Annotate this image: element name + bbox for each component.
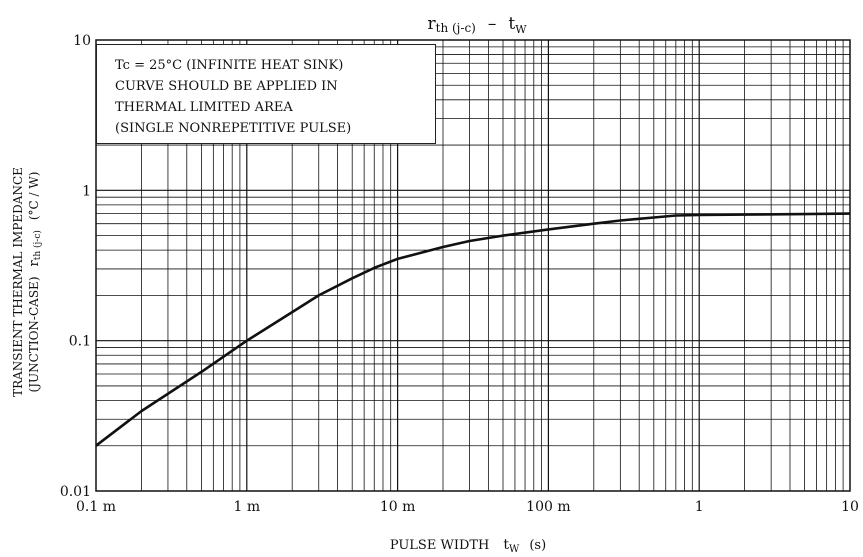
- series-line: [95, 212, 851, 447]
- annotation-line-4: (SINGLE NONREPETITIVE PULSE): [115, 121, 352, 136]
- annotation-line-1: Tc = 25°C (INFINITE HEAT SINK): [115, 58, 344, 73]
- x-axis-label: PULSE WIDTH tW (s): [390, 537, 546, 555]
- annotation-line-2: CURVE SHOULD BE APPLIED IN: [115, 79, 338, 94]
- y-label-line2-sub: th (j-c): [32, 230, 43, 260]
- title-w: W: [515, 23, 527, 36]
- y-label-line2-r: r: [27, 260, 42, 267]
- y-axis-label: TRANSIENT THERMAL IMPEDANCE (JUNCTION-CA…: [11, 167, 43, 397]
- x-tick-label: 10 m: [380, 499, 416, 515]
- x-label-w: W: [509, 544, 520, 555]
- y-tick-label: 0.01: [60, 484, 91, 500]
- title-dash: –: [488, 14, 497, 34]
- y-tick-label: 10: [73, 33, 91, 49]
- tick-labels: 0.1 m 1 m 10 m 100 m 1 10 0.01 0.1 1 10: [60, 33, 859, 515]
- y-label-line2-a: (JUNCTION-CASE): [27, 277, 41, 393]
- y-label-line2: (JUNCTION-CASE) rth (j-c) (°C / W): [27, 172, 43, 393]
- y-tick-label: 1: [82, 183, 91, 199]
- chart-title: rth (j-c) – tW: [427, 14, 527, 36]
- x-tick-label: 100 m: [526, 499, 570, 515]
- annotation-box: Tc = 25°C (INFINITE HEAT SINK) CURVE SHO…: [96, 44, 436, 144]
- x-label-t: t: [503, 537, 509, 553]
- x-tick-label: 1: [695, 499, 704, 515]
- y-tick-label: 0.1: [69, 334, 91, 350]
- y-label-line1: TRANSIENT THERMAL IMPEDANCE: [11, 167, 25, 397]
- x-tick-label: 0.1 m: [76, 499, 116, 515]
- x-tick-label: 10: [841, 499, 859, 515]
- title-t: t: [508, 14, 515, 34]
- annotation-line-3: THERMAL LIMITED AREA: [115, 100, 293, 115]
- title-r: r: [427, 14, 436, 34]
- x-tick-label: 1 m: [233, 499, 260, 515]
- x-label-unit: (s): [529, 538, 546, 553]
- title-sub: th (j-c): [436, 21, 476, 35]
- curve-group: [95, 212, 851, 447]
- x-label-text: PULSE WIDTH: [390, 538, 490, 553]
- y-label-line2-unit: (°C / W): [27, 172, 41, 221]
- plot-frame: [95, 39, 851, 492]
